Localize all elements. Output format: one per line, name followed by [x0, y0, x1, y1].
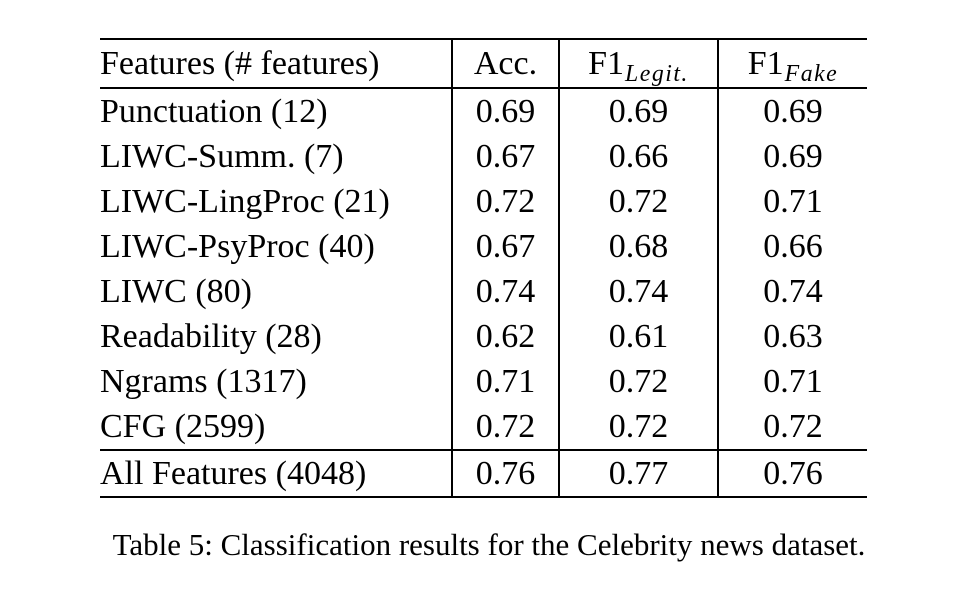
acc-cell: 0.74 — [451, 269, 559, 314]
acc-cell: 0.69 — [451, 88, 559, 134]
feature-cell: LIWC-Summ. (7) — [100, 137, 344, 175]
f1-legit-cell: 0.77 — [558, 449, 718, 498]
f1-legit-cell: 0.74 — [558, 269, 718, 314]
table-row: LIWC-PsyProc (40) 0.67 0.68 0.66 — [100, 224, 867, 269]
feature-cell: LIWC-PsyProc (40) — [100, 227, 375, 265]
table-row: Punctuation (12) 0.69 0.69 0.69 — [100, 88, 867, 134]
table-header-row: Features (# features) Acc. F1Legit. F1Fa… — [100, 38, 867, 89]
summary-row: All Features (4048) 0.76 0.77 0.76 — [100, 449, 867, 498]
table-row: LIWC-Summ. (7) 0.67 0.66 0.69 — [100, 134, 867, 179]
f1-legit-cell: 0.61 — [558, 314, 718, 359]
acc-cell: 0.67 — [451, 134, 559, 179]
feature-cell: Punctuation (12) — [100, 92, 328, 130]
acc-cell: 0.71 — [451, 359, 559, 404]
f1-fake-cell: 0.71 — [717, 359, 867, 404]
acc-cell: 0.76 — [451, 449, 559, 498]
col-header-f1-legit: F1Legit. — [558, 38, 718, 89]
acc-cell: 0.72 — [451, 179, 559, 224]
table-row: LIWC-LingProc (21) 0.72 0.72 0.71 — [100, 179, 867, 224]
f1-fake-cell: 0.63 — [717, 314, 867, 359]
f1-legit-cell: 0.72 — [558, 359, 718, 404]
f1-fake-base: F1 — [747, 44, 784, 82]
f1-legit-subscript: Legit. — [625, 60, 689, 87]
f1-fake-subscript: Fake — [784, 60, 839, 87]
f1-fake-cell: 0.69 — [717, 88, 867, 134]
f1-fake-cell: 0.71 — [717, 179, 867, 224]
f1-legit-cell: 0.66 — [558, 134, 718, 179]
results-table: Features (# features) Acc. F1Legit. F1Fa… — [100, 38, 867, 498]
table-row: LIWC (80) 0.74 0.74 0.74 — [100, 269, 867, 314]
feature-cell: LIWC-LingProc (21) — [100, 182, 390, 220]
table-row: Ngrams (1317) 0.71 0.72 0.71 — [100, 359, 867, 404]
feature-cell: Ngrams (1317) — [100, 362, 307, 400]
results-table-container: Features (# features) Acc. F1Legit. F1Fa… — [100, 38, 867, 498]
f1-fake-cell: 0.76 — [717, 449, 867, 498]
feature-cell: All Features (4048) — [100, 449, 452, 498]
f1-legit-cell: 0.72 — [558, 179, 718, 224]
feature-cell: CFG (2599) — [100, 407, 266, 445]
col-header-features: Features (# features) — [100, 38, 452, 89]
table-caption: Table 5: Classification results for the … — [112, 527, 866, 562]
f1-legit-cell: 0.72 — [558, 404, 718, 450]
col-header-acc: Acc. — [451, 38, 559, 89]
feature-cell: Readability (28) — [100, 317, 322, 355]
feature-cell: LIWC (80) — [100, 272, 253, 310]
f1-legit-cell: 0.68 — [558, 224, 718, 269]
table-row: CFG (2599) 0.72 0.72 0.72 — [100, 404, 867, 450]
f1-legit-base: F1 — [588, 44, 625, 82]
f1-fake-cell: 0.72 — [717, 404, 867, 450]
f1-fake-cell: 0.66 — [717, 224, 867, 269]
col-header-f1-fake: F1Fake — [717, 38, 867, 89]
acc-cell: 0.62 — [451, 314, 559, 359]
acc-cell: 0.67 — [451, 224, 559, 269]
f1-fake-cell: 0.69 — [717, 134, 867, 179]
table-row: Readability (28) 0.62 0.61 0.63 — [100, 314, 867, 359]
f1-fake-cell: 0.74 — [717, 269, 867, 314]
f1-legit-cell: 0.69 — [558, 88, 718, 134]
acc-cell: 0.72 — [451, 404, 559, 450]
